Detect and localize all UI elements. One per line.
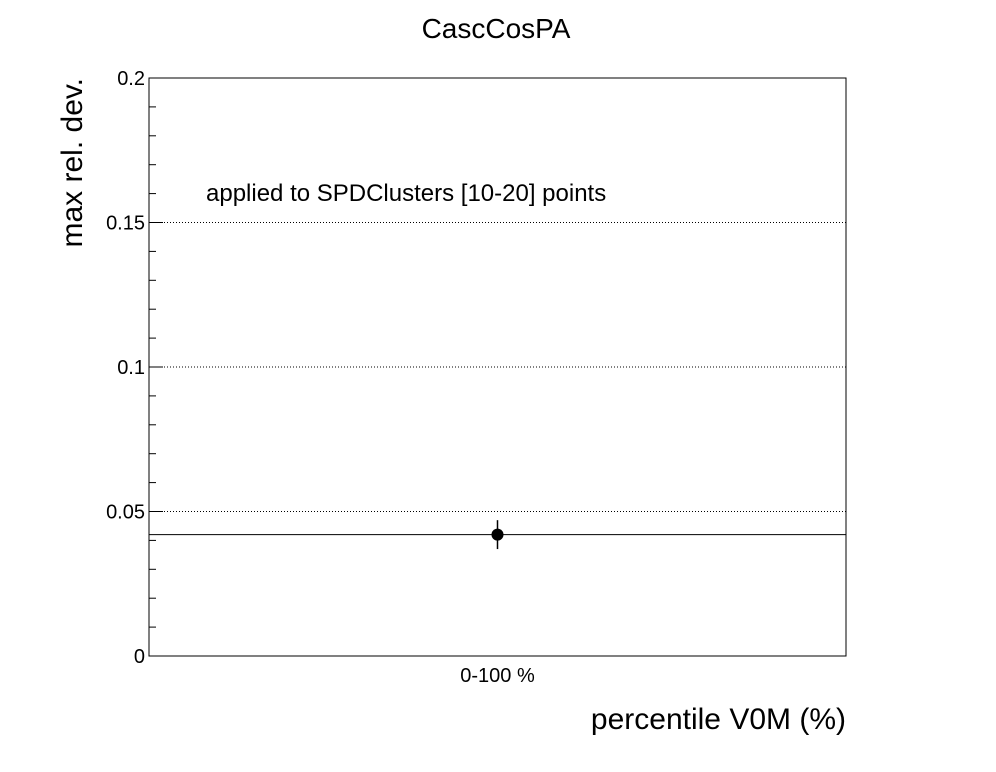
y-tick-label: 0 <box>134 646 145 668</box>
x-axis-label: percentile V0M (%) <box>591 703 846 736</box>
y-axis: 0 0.05 0.1 0.15 0.2 <box>106 68 163 668</box>
annotation: applied to SPDClusters [10-20] points <box>206 180 606 207</box>
x-axis: 0-100 % <box>460 665 535 687</box>
y-tick-label: 0.2 <box>117 68 145 90</box>
y-axis-label: max rel. dev. <box>56 78 89 248</box>
data-points <box>491 520 504 550</box>
y-tick-label: 0.15 <box>106 213 145 235</box>
chart-title: CascCosPA <box>422 13 571 44</box>
x-tick-label: 0-100 % <box>460 665 535 687</box>
data-point <box>491 528 504 541</box>
y-tick-label: 0.05 <box>106 502 145 524</box>
y-tick-label: 0.1 <box>117 357 145 379</box>
